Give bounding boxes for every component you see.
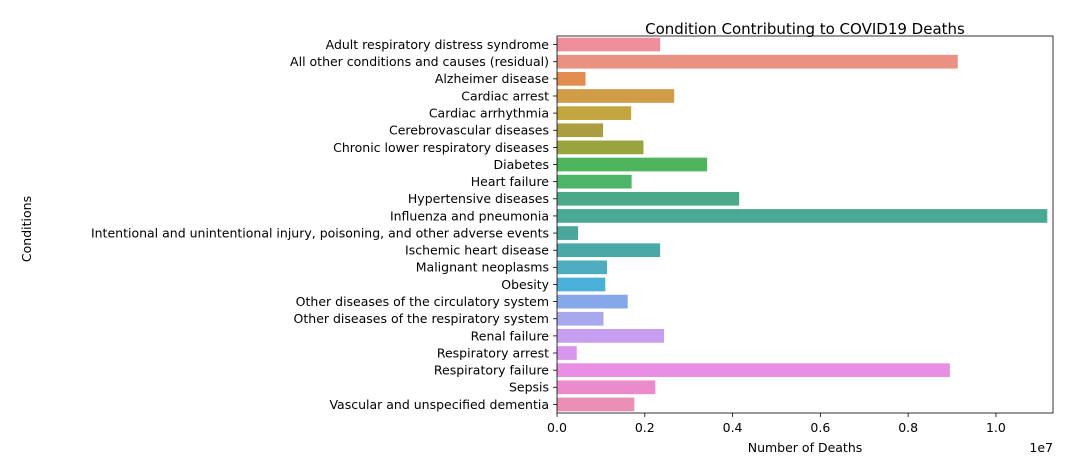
y-axis-ticks: Adult respiratory distress syndrome All o… (91, 37, 557, 412)
x-tick-label: 0.0 (547, 420, 567, 435)
bar-9 (557, 191, 740, 206)
x-axis-title: Number of Deaths (748, 440, 863, 455)
bar-18 (557, 346, 577, 360)
bar-0 (557, 37, 661, 52)
bar-11 (557, 226, 579, 240)
bar-16 (557, 311, 604, 326)
y-tick-label: Ischemic heart disease (405, 243, 549, 258)
bar-1 (557, 54, 958, 69)
x-tick-label: 0.6 (810, 420, 830, 435)
x-tick-label: 0.2 (635, 420, 655, 435)
y-tick-label: Malignant neoplasms (416, 260, 549, 275)
y-tick-label: Adult respiratory distress syndrome (326, 37, 550, 52)
x-tick-label: 0.8 (898, 420, 918, 435)
y-axis-title: Conditions (19, 196, 34, 262)
y-tick-label: Other diseases of the circulatory system (296, 294, 549, 309)
y-tick-label: Cerebrovascular diseases (389, 123, 549, 138)
y-tick-label: Chronic lower respiratory diseases (333, 140, 549, 155)
bar-21 (557, 397, 635, 412)
bar-12 (557, 243, 661, 258)
bars-group (557, 37, 1048, 412)
y-tick-label: Sepsis (509, 380, 549, 395)
y-tick-label: All other conditions and causes (residua… (290, 54, 549, 69)
y-tick-label: Hypertensive diseases (408, 191, 549, 206)
plot-frame (556, 35, 1054, 414)
bar-15 (557, 294, 628, 309)
bar-14 (557, 277, 606, 292)
bar-20 (557, 380, 656, 395)
x-axis-scale-label: 1e7 (1029, 440, 1053, 455)
y-tick-label: Vascular and unspecified dementia (329, 397, 549, 412)
bar-7 (557, 157, 708, 172)
y-tick-label: Respiratory arrest (437, 345, 549, 360)
y-tick-label: Cardiac arrest (461, 88, 549, 103)
bar-2 (557, 71, 586, 86)
chart-title: Condition Contributing to COVID19 Deaths (645, 20, 965, 38)
y-tick-label: Intentional and unintentional injury, po… (91, 225, 549, 240)
y-tick-label: Obesity (501, 277, 549, 292)
y-tick-label: Influenza and pneumonia (390, 208, 549, 223)
bar-17 (557, 329, 665, 343)
bar-3 (557, 89, 675, 103)
bar-6 (557, 140, 644, 155)
y-tick-label: Alzheimer disease (435, 71, 549, 86)
bar-19 (557, 363, 950, 378)
y-tick-label: Heart failure (471, 174, 550, 189)
y-tick-label: Respiratory failure (434, 363, 549, 378)
x-axis-ticks: 0.0 0.2 0.4 0.6 0.8 1.0 (547, 413, 1006, 435)
bar-5 (557, 123, 604, 138)
y-tick-label: Renal failure (471, 328, 550, 343)
x-tick-label: 1.0 (986, 420, 1006, 435)
y-tick-label: Diabetes (494, 157, 550, 172)
bar-8 (557, 174, 632, 189)
x-tick-label: 0.4 (723, 420, 743, 435)
y-tick-label: Other diseases of the respiratory system (294, 311, 549, 326)
bar-13 (557, 260, 608, 275)
bar-4 (557, 106, 632, 120)
y-tick-label: Cardiac arrhythmia (429, 105, 549, 120)
bar-10 (557, 209, 1048, 223)
